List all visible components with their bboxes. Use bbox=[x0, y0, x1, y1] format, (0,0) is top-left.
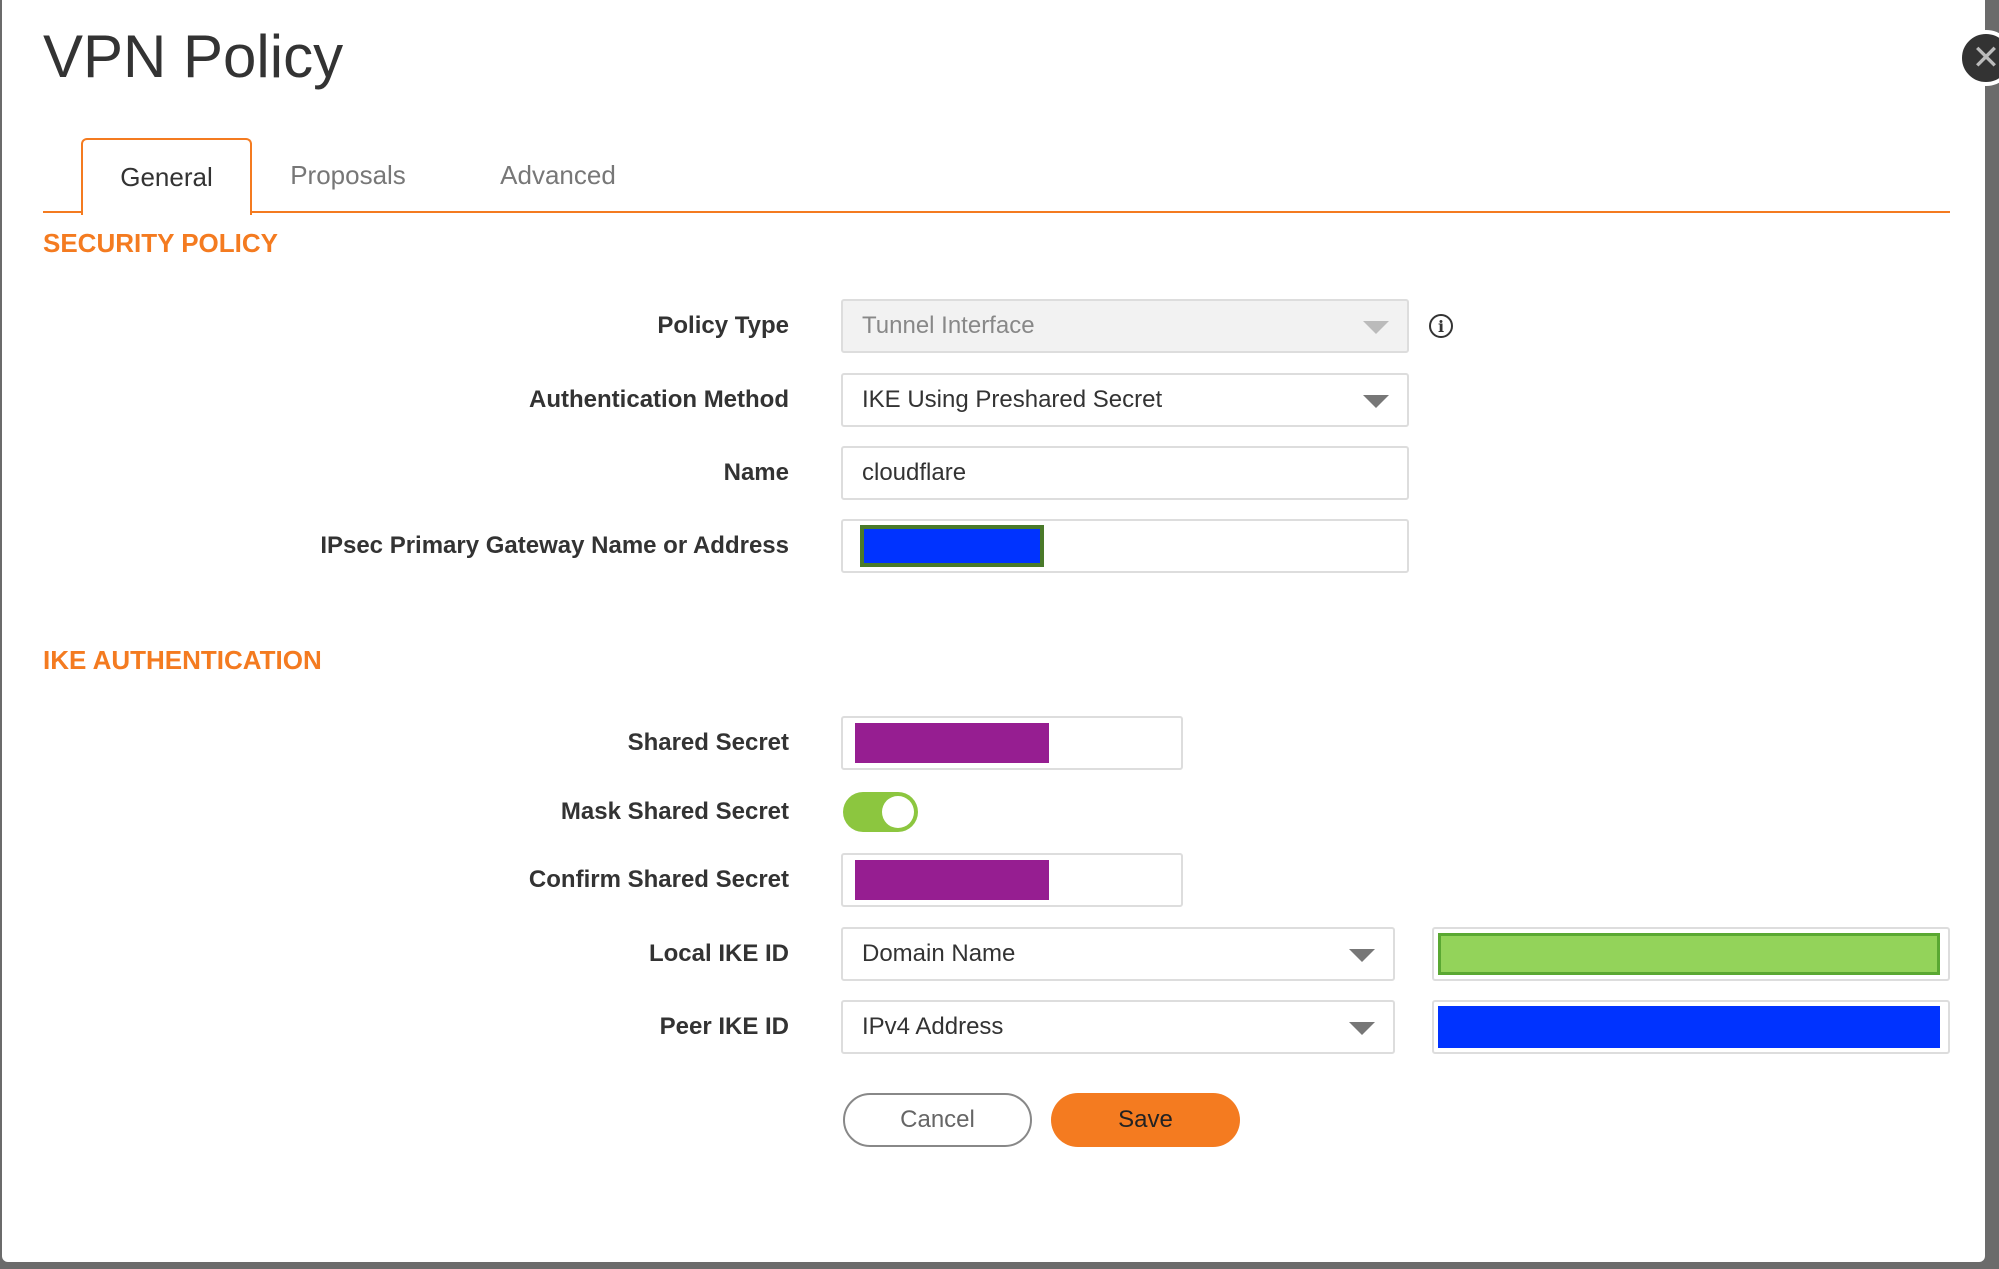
peer-ike-id-select[interactable]: IPv4 Address bbox=[841, 1000, 1395, 1054]
peer-ike-id-input[interactable] bbox=[1432, 1000, 1950, 1054]
peer-ike-id-type: IPv4 Address bbox=[862, 1013, 1004, 1040]
local-ike-id-input[interactable] bbox=[1432, 927, 1950, 981]
cancel-button[interactable]: Cancel bbox=[843, 1093, 1032, 1147]
name-value: cloudflare bbox=[862, 459, 967, 486]
redacted-block bbox=[855, 860, 1049, 900]
name-label: Name bbox=[723, 459, 789, 486]
mask-shared-secret-label: Mask Shared Secret bbox=[560, 798, 789, 825]
local-ike-id-select[interactable]: Domain Name bbox=[841, 927, 1395, 981]
tab-bar: General Proposals Advanced bbox=[43, 138, 1950, 215]
gateway-input[interactable] bbox=[841, 519, 1409, 573]
auth-method-select[interactable]: IKE Using Preshared Secret bbox=[841, 373, 1409, 427]
info-icon[interactable]: i bbox=[1429, 314, 1453, 338]
policy-type-select[interactable]: Tunnel Interface bbox=[841, 299, 1409, 353]
toggle-knob bbox=[882, 796, 914, 828]
close-button[interactable]: ✕ bbox=[1958, 30, 1999, 86]
auth-method-value: IKE Using Preshared Secret bbox=[862, 386, 1163, 413]
security-policy-heading: SECURITY POLICY bbox=[43, 228, 279, 258]
mask-shared-secret-toggle[interactable] bbox=[843, 792, 918, 832]
tab-advanced[interactable]: Advanced bbox=[500, 160, 616, 190]
peer-ike-id-label: Peer IKE ID bbox=[659, 1013, 789, 1040]
policy-type-label: Policy Type bbox=[657, 312, 789, 339]
ike-authentication-heading: IKE AUTHENTICATION bbox=[43, 645, 322, 675]
redacted-block bbox=[860, 525, 1044, 567]
auth-method-label: Authentication Method bbox=[529, 386, 789, 413]
tab-proposals[interactable]: Proposals bbox=[290, 160, 406, 190]
redacted-block bbox=[855, 723, 1049, 763]
shared-secret-input[interactable] bbox=[841, 716, 1183, 770]
chevron-down-icon bbox=[1349, 1022, 1375, 1035]
name-input[interactable]: cloudflare bbox=[841, 446, 1409, 500]
local-ike-id-label: Local IKE ID bbox=[648, 940, 789, 967]
close-icon: ✕ bbox=[1971, 39, 1999, 77]
confirm-shared-secret-input[interactable] bbox=[841, 853, 1183, 907]
policy-type-value: Tunnel Interface bbox=[862, 312, 1035, 339]
local-ike-id-type: Domain Name bbox=[862, 940, 1016, 967]
save-button[interactable]: Save bbox=[1051, 1093, 1240, 1147]
confirm-shared-secret-label: Confirm Shared Secret bbox=[528, 866, 789, 893]
chevron-down-icon bbox=[1363, 395, 1389, 408]
shared-secret-label: Shared Secret bbox=[627, 729, 789, 756]
redacted-block bbox=[1438, 1006, 1940, 1048]
redacted-block bbox=[1438, 933, 1940, 975]
chevron-down-icon bbox=[1349, 949, 1375, 962]
gateway-label: IPsec Primary Gateway Name or Address bbox=[320, 532, 789, 559]
chevron-down-icon bbox=[1363, 321, 1389, 334]
tab-general[interactable]: General bbox=[81, 138, 252, 215]
dialog-title: VPN Policy bbox=[43, 23, 344, 90]
